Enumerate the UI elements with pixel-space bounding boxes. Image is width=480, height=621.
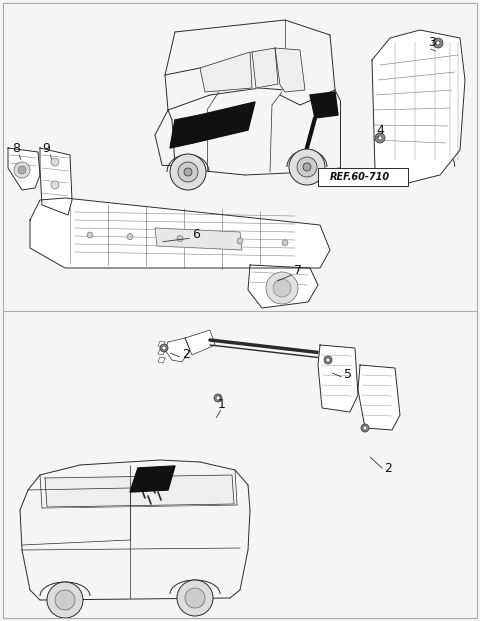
Circle shape xyxy=(177,235,183,242)
Polygon shape xyxy=(158,349,165,355)
Polygon shape xyxy=(185,330,215,355)
Circle shape xyxy=(361,424,369,432)
Polygon shape xyxy=(200,52,252,92)
Circle shape xyxy=(127,233,133,240)
Polygon shape xyxy=(158,357,165,363)
Polygon shape xyxy=(165,338,190,362)
Text: 5: 5 xyxy=(344,368,352,381)
Circle shape xyxy=(184,168,192,176)
Circle shape xyxy=(162,346,166,350)
Polygon shape xyxy=(8,148,40,190)
Circle shape xyxy=(375,133,385,143)
Circle shape xyxy=(51,181,59,189)
Circle shape xyxy=(433,38,443,48)
Text: 6: 6 xyxy=(192,227,200,240)
Text: 2: 2 xyxy=(182,348,190,361)
Circle shape xyxy=(237,238,243,244)
Circle shape xyxy=(324,356,332,364)
Circle shape xyxy=(18,166,26,174)
Text: REF.60-710: REF.60-710 xyxy=(330,172,390,182)
Text: 3: 3 xyxy=(428,35,436,48)
Circle shape xyxy=(326,358,330,362)
Text: 7: 7 xyxy=(294,263,302,276)
Circle shape xyxy=(214,394,222,402)
Polygon shape xyxy=(318,345,358,412)
Circle shape xyxy=(177,580,213,616)
Polygon shape xyxy=(45,475,234,507)
Polygon shape xyxy=(155,228,242,250)
Circle shape xyxy=(273,279,291,297)
Circle shape xyxy=(87,232,93,238)
Polygon shape xyxy=(358,365,400,430)
Text: 9: 9 xyxy=(42,142,50,155)
Circle shape xyxy=(436,41,440,45)
Text: 8: 8 xyxy=(12,142,20,155)
Polygon shape xyxy=(275,48,305,92)
Circle shape xyxy=(297,157,317,177)
Polygon shape xyxy=(252,48,278,88)
Circle shape xyxy=(178,162,198,182)
Text: 2: 2 xyxy=(384,461,392,474)
Circle shape xyxy=(378,136,382,140)
Circle shape xyxy=(282,240,288,246)
Circle shape xyxy=(14,162,30,178)
Circle shape xyxy=(216,396,220,400)
Polygon shape xyxy=(130,466,175,492)
Polygon shape xyxy=(372,30,465,185)
Circle shape xyxy=(289,149,325,185)
FancyBboxPatch shape xyxy=(318,168,408,186)
Polygon shape xyxy=(40,148,72,215)
Polygon shape xyxy=(170,115,200,148)
Polygon shape xyxy=(310,92,338,118)
Circle shape xyxy=(303,163,311,171)
Circle shape xyxy=(47,582,83,618)
Circle shape xyxy=(170,154,206,190)
Circle shape xyxy=(55,590,75,610)
Circle shape xyxy=(185,588,205,608)
Circle shape xyxy=(266,272,298,304)
Circle shape xyxy=(160,344,168,352)
Polygon shape xyxy=(248,265,318,308)
Text: 4: 4 xyxy=(376,124,384,137)
Polygon shape xyxy=(158,341,165,347)
Circle shape xyxy=(51,158,59,166)
Text: 1: 1 xyxy=(218,399,226,412)
Circle shape xyxy=(363,426,367,430)
Polygon shape xyxy=(193,102,255,143)
Polygon shape xyxy=(30,198,330,268)
